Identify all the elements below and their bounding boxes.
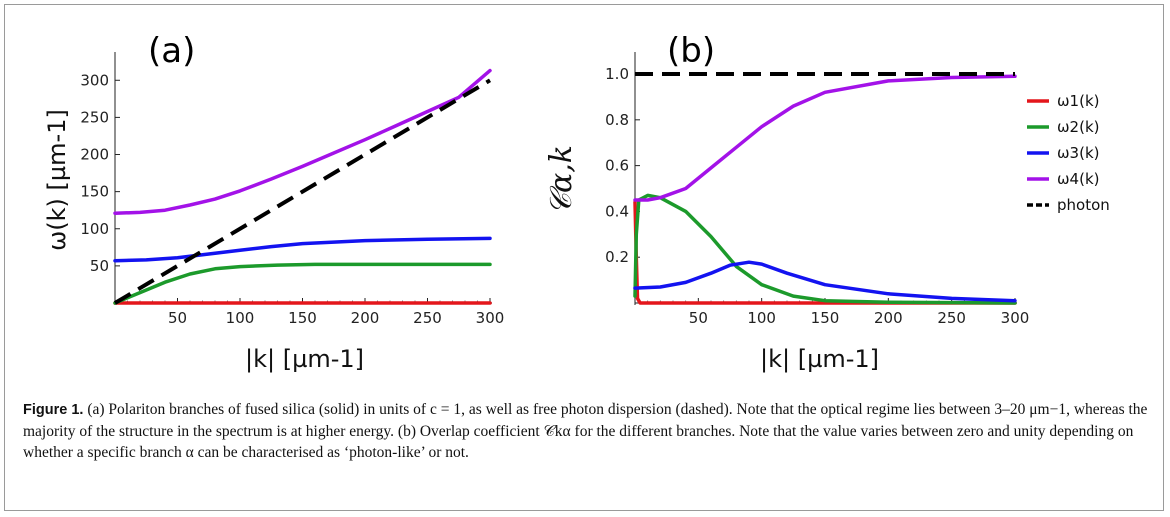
x-tick-label: 50: [168, 309, 187, 327]
legend-label-w3: ω3(k): [1057, 144, 1100, 162]
y-tick-label: 0.6: [605, 157, 629, 175]
y-tick-label: 1.0: [605, 65, 629, 83]
x-tick-label: 200: [351, 309, 380, 327]
y-tick-label: 100: [80, 220, 109, 238]
y-tick-label: 200: [80, 146, 109, 164]
x-tick-label: 250: [937, 309, 966, 327]
x-tick-label: 150: [288, 309, 317, 327]
x-tick-label: 50: [689, 309, 708, 327]
series-line-w4: [633, 74, 1017, 202]
legend-label-photon: photon: [1057, 196, 1110, 214]
x-tick-label: 300: [476, 309, 505, 327]
x-axis-label: |k| [µm-1]: [760, 345, 879, 373]
x-tick-label: 250: [413, 309, 442, 327]
figure-frame: (a) 50 100 150 200 250 300 50 100 150 200 250 300 |k|…: [4, 4, 1164, 511]
x-tick-label: 300: [1001, 309, 1030, 327]
series-line-w3: [113, 236, 492, 263]
series-line-w3: [633, 260, 1017, 303]
x-tick-label: 200: [874, 309, 903, 327]
legend-label-w2: ω2(k): [1057, 118, 1100, 136]
panel-label: (a): [148, 31, 195, 71]
y-tick-label: 0.2: [605, 248, 629, 266]
panel-label: (b): [667, 31, 715, 71]
x-tick-label: 100: [226, 309, 255, 327]
figure-caption: Figure 1. (a) Polariton branches of fuse…: [23, 399, 1151, 463]
legend-label-w1: ω1(k): [1057, 92, 1100, 110]
y-axis-label: ω(k) [µm-1]: [43, 109, 71, 251]
caption-label: Figure 1.: [23, 402, 84, 418]
series-line-w2: [633, 193, 1017, 305]
figure-plots: (a) 50 100 150 200 250 300 50 100 150 200 250 300 |k|…: [43, 31, 1110, 373]
series-line-photon: [113, 78, 492, 305]
legend-label-w4: ω4(k): [1057, 170, 1100, 188]
x-tick-label: 150: [811, 309, 840, 327]
series-line-w2: [113, 262, 492, 305]
y-tick-label: 150: [80, 183, 109, 201]
y-tick-label: 50: [90, 257, 109, 275]
y-tick-label: 300: [80, 71, 109, 89]
caption-text: (a) Polariton branches of fused silica (…: [23, 401, 1148, 461]
y-tick-label: 0.4: [605, 202, 629, 220]
x-tick-label: 100: [747, 309, 776, 327]
x-axis-label: |k| [µm-1]: [245, 345, 364, 373]
series-line-w4: [113, 68, 492, 215]
y-axis-label: 𝒞α,k: [544, 145, 579, 215]
y-tick-label: 0.8: [605, 111, 629, 129]
y-tick-label: 250: [80, 108, 109, 126]
